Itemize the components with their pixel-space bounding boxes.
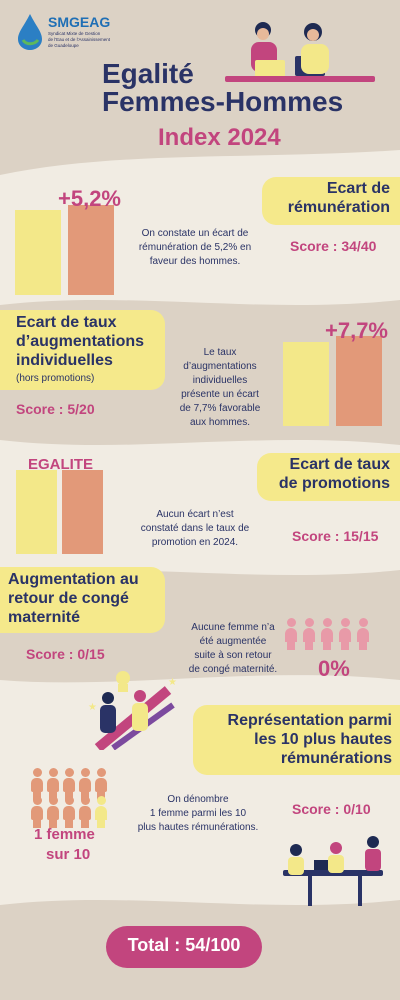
augmentations-value: +7,7% [325,318,388,343]
water-drop-icon [18,14,42,50]
top10-people-icons [31,768,112,828]
man-icon [47,796,59,828]
logo-tagline-1: Syndicat Mixte de Gestion [48,31,101,36]
woman-icon [303,618,315,650]
augmentations-title-line1: Ecart de taux [16,314,117,331]
top10-title-pill [193,705,400,775]
man-icon [63,796,75,828]
page-title-line1: Egalité [102,58,194,89]
remuneration-value: +5,2% [58,186,121,211]
maternite-desc-1: Aucune femme n’a [191,622,275,633]
total-badge [106,926,262,968]
man-icon [79,796,91,828]
remuneration-bar-women [15,210,61,295]
augmentations-desc-6: aux hommes. [189,417,251,428]
promotions-title-line2: de promotions [278,475,390,492]
promotions-desc-2: constaté dans le taux de [140,523,250,534]
remuneration-title-line1: Ecart de [326,180,390,197]
remuneration-desc-3: faveur des hommes. [149,256,241,267]
maternite-desc-4: de congé maternité. [188,664,278,675]
augmentations-note: (hors promotions) [16,373,95,384]
remuneration-desc-1: On constate un écart de [141,228,249,239]
man-icon [31,796,43,828]
logo-tagline-3: de Guadeloupe [48,43,79,48]
handshake-illustration: ★ ★ [88,671,177,750]
top10-value-2: sur 10 [46,846,91,863]
top10-title-line2: les 10 plus hautes [254,731,392,748]
logo-name: SMGEAG [48,14,111,30]
maternite-title-line1: Augmentation au [8,571,139,588]
top10-desc-2: 1 femme parmi les 10 [149,808,247,819]
top10-score: Score : 0/10 [292,801,371,817]
promotions-title-line1: Ecart de taux [289,456,390,473]
remuneration-bar-men [68,205,114,295]
top10-desc-1: On dénombre [167,794,229,805]
promotions-chart [16,470,106,554]
remuneration-chart [15,205,115,295]
top10-title-line3: rémunérations [280,750,392,767]
remuneration-desc-2: rémunération de 5,2% en [138,242,252,253]
maternite-desc-2: été augmentée [199,636,267,647]
augmentations-bar-men [336,336,382,426]
promotions-title-pill [257,453,400,501]
woman-icon [339,618,351,650]
augmentations-title-pill [0,310,165,390]
augmentations-bar-women [283,342,329,426]
logo-tagline-2: de l'Eau et de l'Assainissement [48,37,111,42]
total-label: Total : 54/100 [127,935,241,955]
header-illustration [225,22,375,82]
promotions-value: EGALITE [28,456,94,473]
maternite-score: Score : 0/15 [26,646,105,662]
top10-value-1: 1 femme [34,826,95,843]
woman-icon [285,618,297,650]
augmentations-desc-4: présente un écart [181,389,259,400]
augmentations-desc-1: Le taux [203,347,237,358]
svg-text:★: ★ [88,702,97,713]
remuneration-score: Score : 34/40 [290,238,377,254]
top10-desc-3: plus hautes rémunérations. [137,822,259,833]
page-title-line2: Femmes-Hommes [102,86,344,117]
augmentations-score: Score : 5/20 [16,401,95,417]
page-subtitle: Index 2024 [158,124,281,151]
maternite-value: 0% [318,656,350,681]
promotions-desc-1: Aucun écart n’est [156,509,234,520]
augmentations-title-line3: individuelles [16,352,113,369]
maternite-title-line3: maternité [8,609,81,626]
woman-icon [321,618,333,650]
promotions-bar-men [62,470,103,554]
maternite-desc-3: suite à son retour [194,650,272,661]
maternite-title-line2: retour de congé [8,590,129,607]
maternite-women-icons [285,618,386,654]
remuneration-title-pill [262,177,400,225]
maternite-title-pill [0,567,165,633]
woman-icon [95,796,107,828]
augmentations-desc-3: individuelles [192,375,248,386]
remuneration-title-line2: rémunération [287,199,390,216]
woman-icon [357,618,369,650]
augmentations-title-line2: d’augmentations [16,333,145,350]
svg-text:★: ★ [168,677,177,688]
augmentations-chart [283,336,383,426]
meeting-illustration [283,836,383,906]
augmentations-desc-5: de 7,7% favorable [179,403,261,414]
logo: SMGEAG Syndicat Mixte de Gestion de l'Ea… [12,10,142,54]
augmentations-desc-2: d’augmentations [183,361,257,372]
promotions-bar-women [16,470,57,554]
top10-title-line1: Représentation parmi [227,712,392,729]
promotions-desc-3: promotion en 2024. [151,537,239,548]
promotions-score: Score : 15/15 [292,528,379,544]
